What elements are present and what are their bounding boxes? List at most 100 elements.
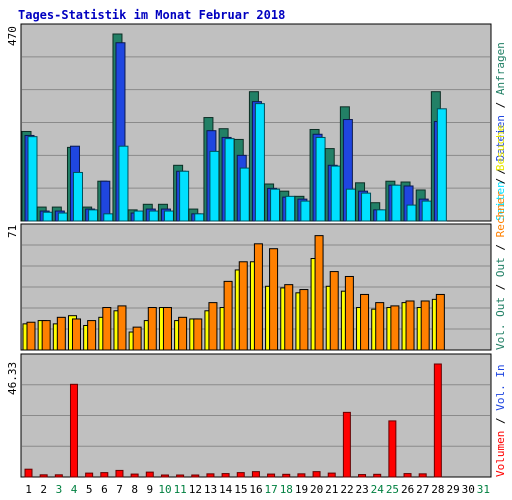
requests-panel — [20, 23, 492, 222]
x-tick-16: 16 — [249, 483, 262, 496]
top-ymax-label: 470 — [6, 26, 19, 46]
x-tick-5: 5 — [86, 483, 93, 496]
bar-volumen-22 — [342, 411, 351, 478]
bar-seiten-15 — [239, 167, 250, 222]
x-tick-22: 22 — [340, 483, 353, 496]
bar-volumen-17 — [267, 473, 276, 478]
bar-rechner-12 — [193, 318, 203, 351]
bar-volumen-7 — [115, 469, 124, 478]
bar-volumen-5 — [85, 472, 94, 478]
bar-volumen-2 — [39, 474, 48, 478]
x-tick-18: 18 — [280, 483, 293, 496]
x-tick-31: 31 — [477, 483, 490, 496]
bar-rechner-2 — [41, 320, 51, 351]
legend-entry-seiten: Seiten — [494, 181, 507, 221]
bar-volumen-18 — [282, 473, 291, 478]
bar-rechner-27 — [420, 300, 430, 351]
bar-rechner-4 — [71, 318, 81, 351]
bar-rechner-26 — [405, 300, 415, 351]
x-tick-27: 27 — [416, 483, 429, 496]
legend-separator: / — [494, 161, 507, 181]
bar-rechner-11 — [178, 316, 188, 351]
legend-entry-besuche: Besuche — [494, 125, 507, 171]
bar-rechner-3 — [56, 316, 66, 351]
bar-volumen-4 — [69, 383, 78, 478]
bar-volumen-27 — [418, 473, 427, 478]
bar-volumen-15 — [236, 472, 245, 478]
x-tick-6: 6 — [101, 483, 108, 496]
bar-rechner-21 — [329, 271, 339, 351]
bar-rechner-19 — [299, 289, 309, 351]
bar-seiten-20 — [315, 136, 326, 222]
legend-bot-text: Volumen / Vol. In — [494, 364, 507, 477]
bar-seiten-4 — [72, 171, 83, 222]
bar-seiten-8 — [133, 210, 144, 222]
legend-separator: / — [494, 171, 507, 191]
bar-volumen-8 — [130, 473, 139, 478]
bar-volumen-16 — [251, 471, 260, 478]
bar-volumen-11 — [176, 474, 185, 478]
bar-seiten-16 — [254, 103, 265, 222]
bar-volumen-25 — [388, 420, 397, 478]
x-tick-labels: 1 2 3 4 5 6 7 8 9 10 11 12 13 14 15 16 17 18 19 20 21 22 23 24 2… — [25, 483, 490, 496]
x-tick-9: 9 — [147, 483, 154, 496]
bar-rechner-23 — [360, 293, 370, 351]
x-tick-11: 11 — [174, 483, 187, 496]
x-tick-1: 1 — [25, 483, 32, 496]
bar-seiten-18 — [285, 195, 296, 222]
bar-volumen-28 — [433, 363, 442, 478]
x-tick-3: 3 — [56, 483, 63, 496]
legend-entry-volumen: Volumen — [494, 431, 507, 477]
chart-title: Tages-Statistik im Monat Februar 2018 — [18, 8, 285, 22]
bar-seiten-24 — [376, 209, 387, 222]
bar-rechner-13 — [208, 302, 218, 351]
bar-volumen-13 — [206, 473, 215, 478]
x-tick-24: 24 — [371, 483, 385, 496]
bar-seiten-14 — [224, 138, 235, 222]
bar-seiten-27 — [421, 200, 432, 222]
x-tick-17: 17 — [265, 483, 278, 496]
bar-volumen-9 — [145, 471, 154, 478]
bar-rechner-17 — [269, 248, 279, 351]
bar-rechner-1 — [26, 321, 36, 351]
bar-seiten-21 — [330, 165, 341, 222]
x-tick-15: 15 — [234, 483, 247, 496]
legend-top-text: Seiten / Dateien / Anfragen — [494, 42, 507, 221]
x-tick-14: 14 — [219, 483, 233, 496]
mid-ymax-label: 71 — [6, 225, 19, 238]
bar-volumen-10 — [160, 474, 169, 478]
x-tick-8: 8 — [131, 483, 138, 496]
bar-rechner-7 — [117, 305, 127, 351]
bar-seiten-5 — [88, 209, 99, 222]
bar-seiten-6 — [103, 213, 114, 222]
bar-rechner-22 — [344, 275, 354, 351]
x-tick-19: 19 — [295, 483, 308, 496]
legend-entry-vol-out: Vol. Out — [494, 297, 507, 350]
legend-separator: / — [494, 237, 507, 257]
bar-rechner-14 — [223, 280, 233, 351]
bar-volumen-21 — [327, 472, 336, 478]
x-tick-30: 30 — [462, 483, 475, 496]
x-tick-29: 29 — [446, 483, 459, 496]
x-tick-4: 4 — [71, 483, 78, 496]
bar-rechner-8 — [132, 326, 142, 351]
bar-volumen-6 — [100, 472, 109, 478]
bar-volumen-19 — [297, 473, 306, 478]
x-tick-12: 12 — [189, 483, 202, 496]
legend-entry-out: Out — [494, 257, 507, 277]
x-tick-26: 26 — [401, 483, 414, 496]
bar-volumen-26 — [403, 473, 412, 478]
x-tick-7: 7 — [116, 483, 123, 496]
bar-volumen-20 — [312, 471, 321, 478]
bar-seiten-11 — [179, 170, 190, 222]
legend-mid-text: Vol. Out / Out / Rechner / Besuche — [494, 125, 507, 350]
bar-volumen-3 — [54, 474, 63, 478]
bar-seiten-26 — [406, 204, 417, 222]
legend-entry-rechner: Rechner — [494, 191, 507, 238]
bar-volumen-23 — [358, 474, 367, 478]
bar-seiten-7 — [118, 145, 129, 222]
bar-rechner-18 — [284, 284, 294, 351]
bar-seiten-17 — [270, 188, 281, 222]
legend-entry-dateien: Dateien — [494, 115, 507, 161]
bar-seiten-19 — [300, 200, 311, 222]
